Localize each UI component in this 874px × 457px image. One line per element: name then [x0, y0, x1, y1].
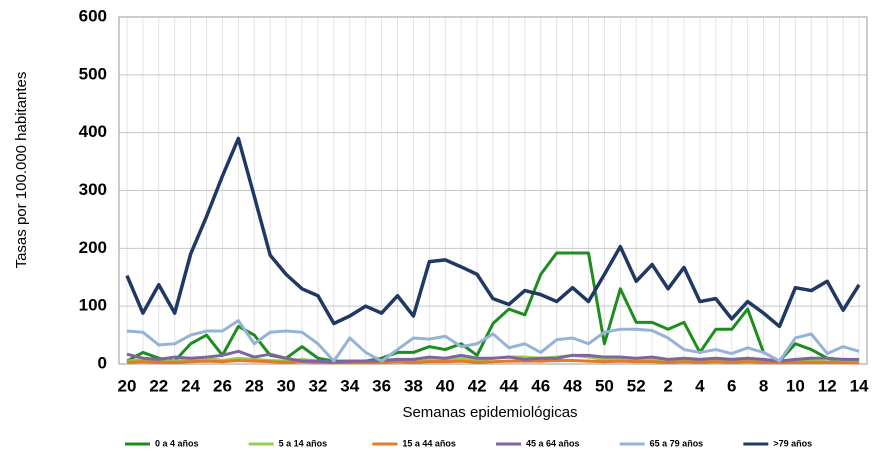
legend-label: >79 años: [773, 438, 812, 448]
x-tick-label: 30: [277, 376, 296, 395]
legend-label: 45 a 64 años: [526, 438, 580, 448]
x-tick-label: 38: [404, 376, 423, 395]
plot-border: [118, 16, 868, 365]
x-tick-label: 28: [245, 376, 264, 395]
x-tick-label: 40: [436, 376, 455, 395]
y-tick-label: 100: [79, 296, 107, 315]
legend-label: 65 a 79 años: [650, 438, 704, 448]
x-tick-label: 20: [117, 376, 136, 395]
x-tick-label: 14: [850, 376, 869, 395]
y-tick-label: 600: [79, 6, 107, 25]
legend-label: 5 a 14 años: [279, 438, 328, 448]
series-line: [125, 136, 861, 329]
legend-label: 15 a 44 años: [402, 438, 456, 448]
legend-label: 0 a 4 años: [155, 438, 199, 448]
x-tick-label: 44: [499, 376, 518, 395]
x-tick-label: 36: [372, 376, 391, 395]
x-tick-label: 26: [213, 376, 232, 395]
x-tick-label: 52: [627, 376, 646, 395]
x-tick-label: 22: [149, 376, 168, 395]
series-line: [126, 319, 860, 363]
y-tick-label: 300: [79, 180, 107, 199]
x-tick-label: 32: [308, 376, 327, 395]
x-tick-label: 24: [181, 376, 200, 395]
x-tick-label: 4: [695, 376, 705, 395]
y-axis-title: Tasas por 100.000 habitantes: [13, 72, 30, 269]
x-tick-label: 6: [727, 376, 736, 395]
y-tick-label: 200: [79, 238, 107, 257]
series-line: [126, 359, 860, 365]
x-tick-label: 48: [563, 376, 582, 395]
x-tick-label: 8: [759, 376, 768, 395]
y-tick-label: 500: [79, 64, 107, 83]
x-tick-label: 12: [818, 376, 837, 395]
y-tick-label: 400: [79, 122, 107, 141]
x-tick-label: 46: [531, 376, 550, 395]
x-tick-label: 2: [663, 376, 672, 395]
x-axis-title: Semanas epidemiológicas: [402, 404, 577, 421]
series-line: [126, 251, 860, 363]
x-tick-label: 42: [468, 376, 487, 395]
x-tick-label: 10: [786, 376, 805, 395]
x-tick-label: 50: [595, 376, 614, 395]
y-tick-label: 0: [98, 353, 107, 372]
series-line: [126, 349, 860, 364]
x-tick-label: 34: [340, 376, 359, 395]
